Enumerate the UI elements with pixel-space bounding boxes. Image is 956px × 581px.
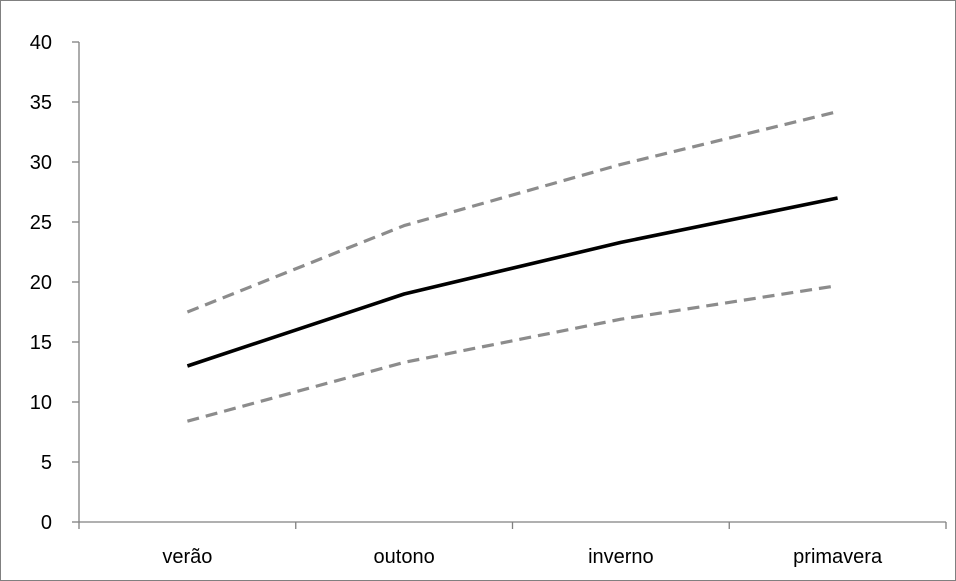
y-tick-label: 30 — [30, 152, 52, 174]
x-axis-ticks: verão outono inverno primavera — [78, 522, 947, 568]
x-category-label: outono — [374, 546, 435, 568]
x-category-label: verão — [162, 546, 212, 568]
y-tick-label: 20 — [30, 272, 52, 294]
series-line-dashed — [186, 284, 838, 423]
series-line-solid — [186, 196, 838, 368]
series-lines — [186, 110, 838, 423]
y-tick-label: 25 — [30, 212, 52, 234]
x-category-label: inverno — [588, 546, 654, 568]
series-line-dashed — [186, 110, 838, 314]
y-tick-label: 15 — [30, 332, 52, 354]
y-tick-label: 40 — [30, 32, 52, 54]
y-tick-label: 35 — [30, 92, 52, 114]
y-tick-label: 10 — [30, 392, 52, 414]
x-category-label: primavera — [793, 546, 883, 568]
axes — [78, 42, 946, 523]
y-tick-label: 5 — [41, 452, 52, 474]
y-tick-label: 0 — [41, 512, 52, 534]
y-axis-ticks: 0 5 10 15 20 25 30 35 40 — [30, 32, 79, 534]
